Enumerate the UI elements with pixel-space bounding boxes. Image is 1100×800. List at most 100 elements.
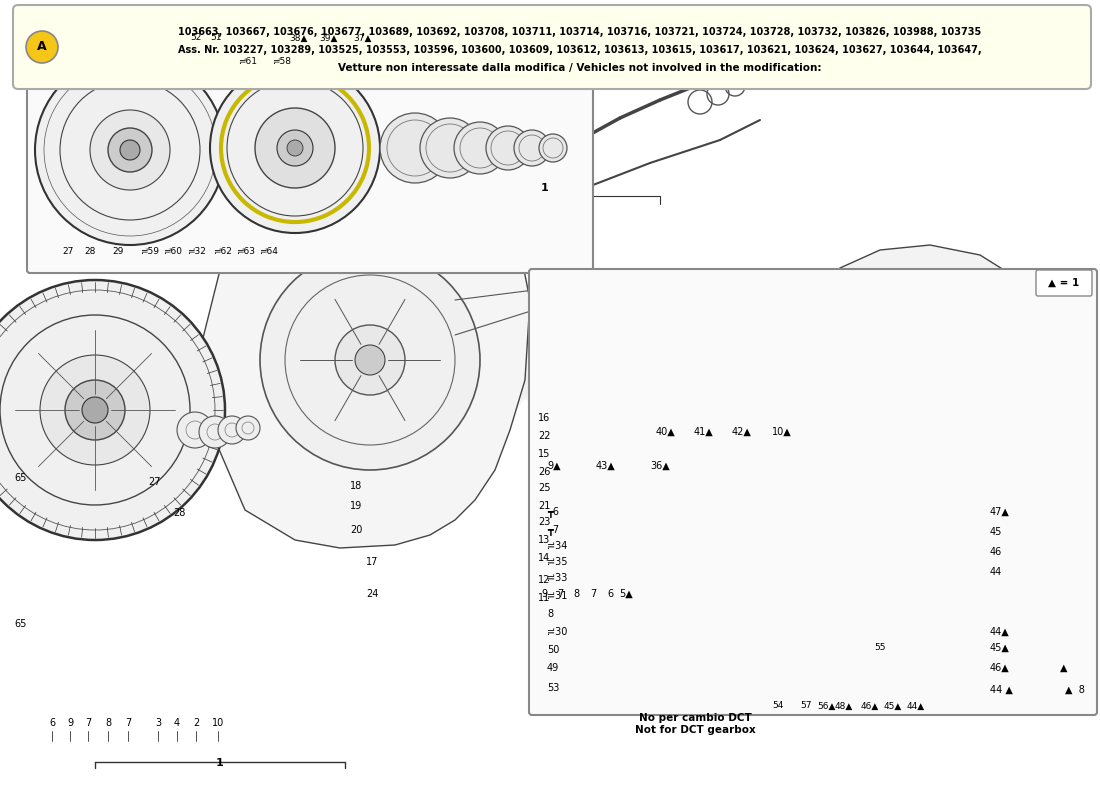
FancyBboxPatch shape [28, 27, 593, 273]
Circle shape [210, 63, 380, 233]
Text: 40▲: 40▲ [656, 427, 675, 437]
Text: 29: 29 [112, 247, 123, 257]
Text: 17: 17 [366, 557, 378, 567]
Text: 39▲: 39▲ [319, 34, 338, 42]
Text: ≓62: ≓62 [212, 247, 231, 257]
Text: 50: 50 [547, 645, 560, 655]
Circle shape [770, 297, 786, 313]
Text: Vetture non interessate dalla modifica / Vehicles not involved in the modificati: Vetture non interessate dalla modifica /… [339, 63, 822, 73]
Text: 36▲: 36▲ [650, 461, 670, 471]
Polygon shape [996, 510, 1055, 555]
Text: 10▲: 10▲ [772, 427, 792, 437]
Text: ≓59: ≓59 [141, 247, 160, 257]
Text: europes: europes [336, 265, 884, 515]
Text: ≓32: ≓32 [187, 247, 206, 257]
Text: 45▲: 45▲ [990, 643, 1010, 653]
Text: ≓61: ≓61 [239, 58, 257, 66]
Text: 25: 25 [538, 483, 550, 493]
Circle shape [800, 370, 1000, 570]
Text: 9▲: 9▲ [547, 461, 561, 471]
Text: 46▲: 46▲ [990, 663, 1010, 673]
Text: 27: 27 [63, 247, 74, 257]
Circle shape [199, 416, 231, 448]
Text: 28: 28 [85, 247, 96, 257]
Text: 9: 9 [67, 718, 73, 728]
Text: 2: 2 [192, 718, 199, 728]
Text: 18: 18 [350, 481, 362, 491]
Circle shape [260, 250, 480, 470]
Circle shape [379, 113, 450, 183]
Circle shape [82, 397, 108, 423]
Text: 44: 44 [990, 567, 1002, 577]
Text: ▲: ▲ [1060, 663, 1067, 673]
Circle shape [40, 355, 150, 465]
Text: 37▲: 37▲ [353, 34, 371, 42]
Text: 47▲: 47▲ [990, 507, 1010, 517]
Text: 24: 24 [366, 589, 378, 599]
Text: ▲  8: ▲ 8 [1065, 685, 1085, 695]
Text: 42▲: 42▲ [732, 427, 752, 437]
Text: 26: 26 [538, 467, 550, 477]
Circle shape [420, 118, 480, 178]
Text: 103663, 103667, 103676, 103677, 103689, 103692, 103708, 103711, 103714, 103716, : 103663, 103667, 103676, 103677, 103689, … [178, 27, 981, 37]
Text: 8: 8 [104, 718, 111, 728]
Text: vehicles: vehicles [443, 334, 997, 586]
Text: 13: 13 [538, 535, 550, 545]
Text: ≓31: ≓31 [547, 591, 568, 601]
Text: 65: 65 [14, 473, 26, 483]
Circle shape [236, 416, 260, 440]
Text: 3: 3 [155, 718, 161, 728]
Text: 4: 4 [174, 718, 180, 728]
Text: 1: 1 [541, 183, 549, 193]
Text: ≓33: ≓33 [547, 573, 568, 583]
Text: 54: 54 [772, 702, 783, 710]
Text: ┳6: ┳6 [547, 506, 559, 518]
Text: 5▲: 5▲ [619, 589, 632, 599]
Text: 43▲: 43▲ [596, 461, 616, 471]
Text: ≓64: ≓64 [258, 247, 277, 257]
Text: 38▲: 38▲ [289, 34, 307, 42]
Text: 53: 53 [547, 683, 560, 693]
Text: 49: 49 [547, 663, 559, 673]
Circle shape [177, 412, 213, 448]
Text: 51: 51 [210, 34, 222, 42]
FancyBboxPatch shape [529, 269, 1097, 715]
Text: 56▲: 56▲ [817, 702, 835, 710]
Polygon shape [200, 162, 530, 548]
Text: 57: 57 [801, 702, 812, 710]
Circle shape [539, 134, 566, 162]
Circle shape [454, 122, 506, 174]
Text: 7: 7 [590, 589, 596, 599]
Text: 22: 22 [538, 431, 550, 441]
Text: 55: 55 [874, 643, 886, 653]
Text: 65: 65 [14, 619, 26, 629]
Text: 14: 14 [538, 553, 550, 563]
Text: ≓58: ≓58 [273, 58, 292, 66]
Text: 11: 11 [538, 593, 550, 603]
Text: 44 ▲: 44 ▲ [990, 685, 1013, 695]
Circle shape [336, 325, 405, 395]
Text: 20: 20 [350, 525, 362, 535]
Text: 48▲: 48▲ [835, 702, 854, 710]
Circle shape [65, 380, 125, 440]
Text: 46: 46 [990, 547, 1002, 557]
Circle shape [277, 130, 313, 166]
Text: 19: 19 [350, 501, 362, 511]
Text: A: A [37, 41, 47, 54]
Text: 46▲: 46▲ [861, 702, 879, 710]
Circle shape [90, 110, 170, 190]
Polygon shape [764, 612, 835, 695]
Text: 15: 15 [538, 449, 550, 459]
Text: 7: 7 [125, 718, 131, 728]
Text: 44▲: 44▲ [990, 627, 1010, 637]
Text: Ass. Nr. 103227, 103289, 103525, 103553, 103596, 103600, 103609, 103612, 103613,: Ass. Nr. 103227, 103289, 103525, 103553,… [178, 45, 982, 55]
Text: 27: 27 [148, 477, 161, 487]
Circle shape [514, 130, 550, 166]
Circle shape [0, 280, 226, 540]
Polygon shape [760, 245, 1070, 680]
Text: 45▲: 45▲ [884, 702, 902, 710]
Text: 28: 28 [173, 508, 186, 518]
Circle shape [26, 31, 58, 63]
Text: ≓30: ≓30 [547, 627, 568, 637]
Circle shape [120, 140, 140, 160]
